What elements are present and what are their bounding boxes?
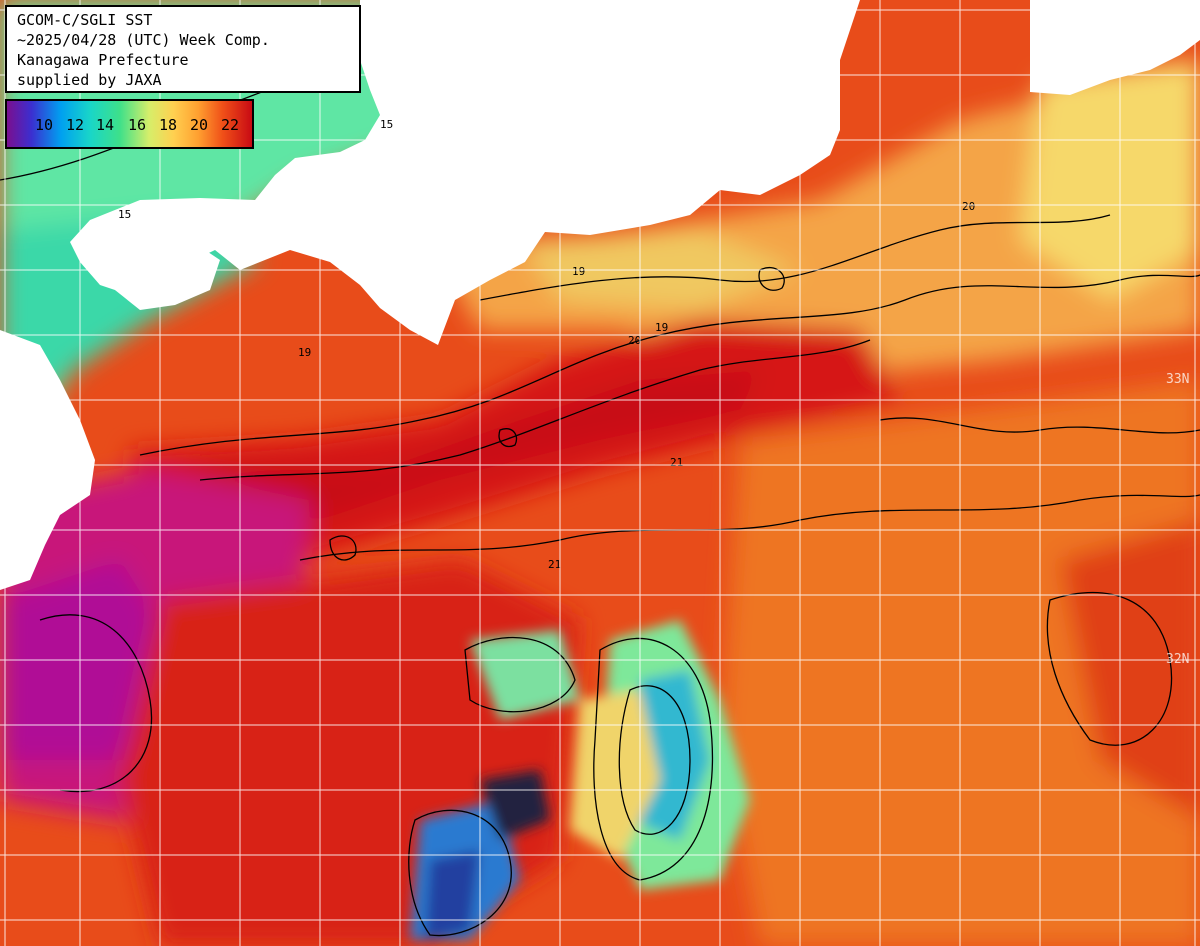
title-line-product: GCOM-C/SGLI SST <box>17 11 153 29</box>
title-line-region: Kanagawa Prefecture <box>17 51 189 69</box>
legend-tick-label: 22 <box>220 116 240 134</box>
color-scale-legend: 10 12 14 16 18 20 22 <box>5 99 254 149</box>
contour-label: 21 <box>670 456 683 469</box>
legend-tick-label: 18 <box>158 116 178 134</box>
contour-east-patch <box>1046 592 1173 746</box>
contour-label: 20 <box>962 200 975 213</box>
lat-label-32n: 32N <box>1166 652 1190 667</box>
contour-label: 15 <box>380 118 393 131</box>
dark-patch-middle <box>480 770 550 840</box>
land-small-island-2 <box>780 130 805 175</box>
contour-label: 20 <box>628 334 641 347</box>
contour-southwest <box>39 614 153 793</box>
contour-label: 19 <box>572 265 585 278</box>
land-areas <box>0 0 1200 590</box>
lon-label-140e: 140E <box>1124 2 1139 34</box>
contour-20-south <box>299 494 1200 561</box>
land-small-island-1 <box>470 155 500 195</box>
contour-eddy-south <box>408 809 512 937</box>
land-northeast-coast <box>1030 0 1200 95</box>
contour-label: 19 <box>655 321 668 334</box>
legend-tick-label: 12 <box>65 116 85 134</box>
contour-small-1 <box>329 535 357 561</box>
land-north-honshu <box>70 0 860 345</box>
cool-patch-middle <box>470 630 580 720</box>
contour-small-2 <box>498 428 518 448</box>
lat-label-33n: 33N <box>1166 372 1190 387</box>
yellow-eddy-center <box>570 690 660 860</box>
contour-21-kuroshio <box>199 339 871 481</box>
legend-tick-label: 14 <box>95 116 115 134</box>
legend-tick-label: 10 <box>34 116 54 134</box>
contour-label: 19 <box>298 346 311 359</box>
title-line-credit: supplied by JAXA <box>17 71 162 89</box>
cool-eddy-south-core <box>425 850 480 940</box>
lon-label-134e: 134E <box>484 2 499 34</box>
title-box: GCOM-C/SGLI SST ~2025/04/28 (UTC) Week C… <box>5 5 361 93</box>
yellow-patch-east <box>1020 60 1200 300</box>
contour-eddy-middle <box>464 636 576 713</box>
contour-20-north <box>139 274 1200 456</box>
land-peninsula-west <box>0 330 95 590</box>
legend-tick-label: 16 <box>127 116 147 134</box>
contour-label-group: 15 15 19 19 19 20 20 21 21 <box>118 118 975 571</box>
contour-eddy-center-outer <box>593 637 714 881</box>
contour-eddy-center-inner <box>618 685 691 835</box>
title-line-date: ~2025/04/28 (UTC) Week Comp. <box>17 31 270 49</box>
legend-tick-label: 20 <box>189 116 209 134</box>
contour-label: 21 <box>548 558 561 571</box>
contour-lines <box>0 79 1200 937</box>
contour-small-3 <box>758 266 785 291</box>
contour-label: 15 <box>118 208 131 221</box>
